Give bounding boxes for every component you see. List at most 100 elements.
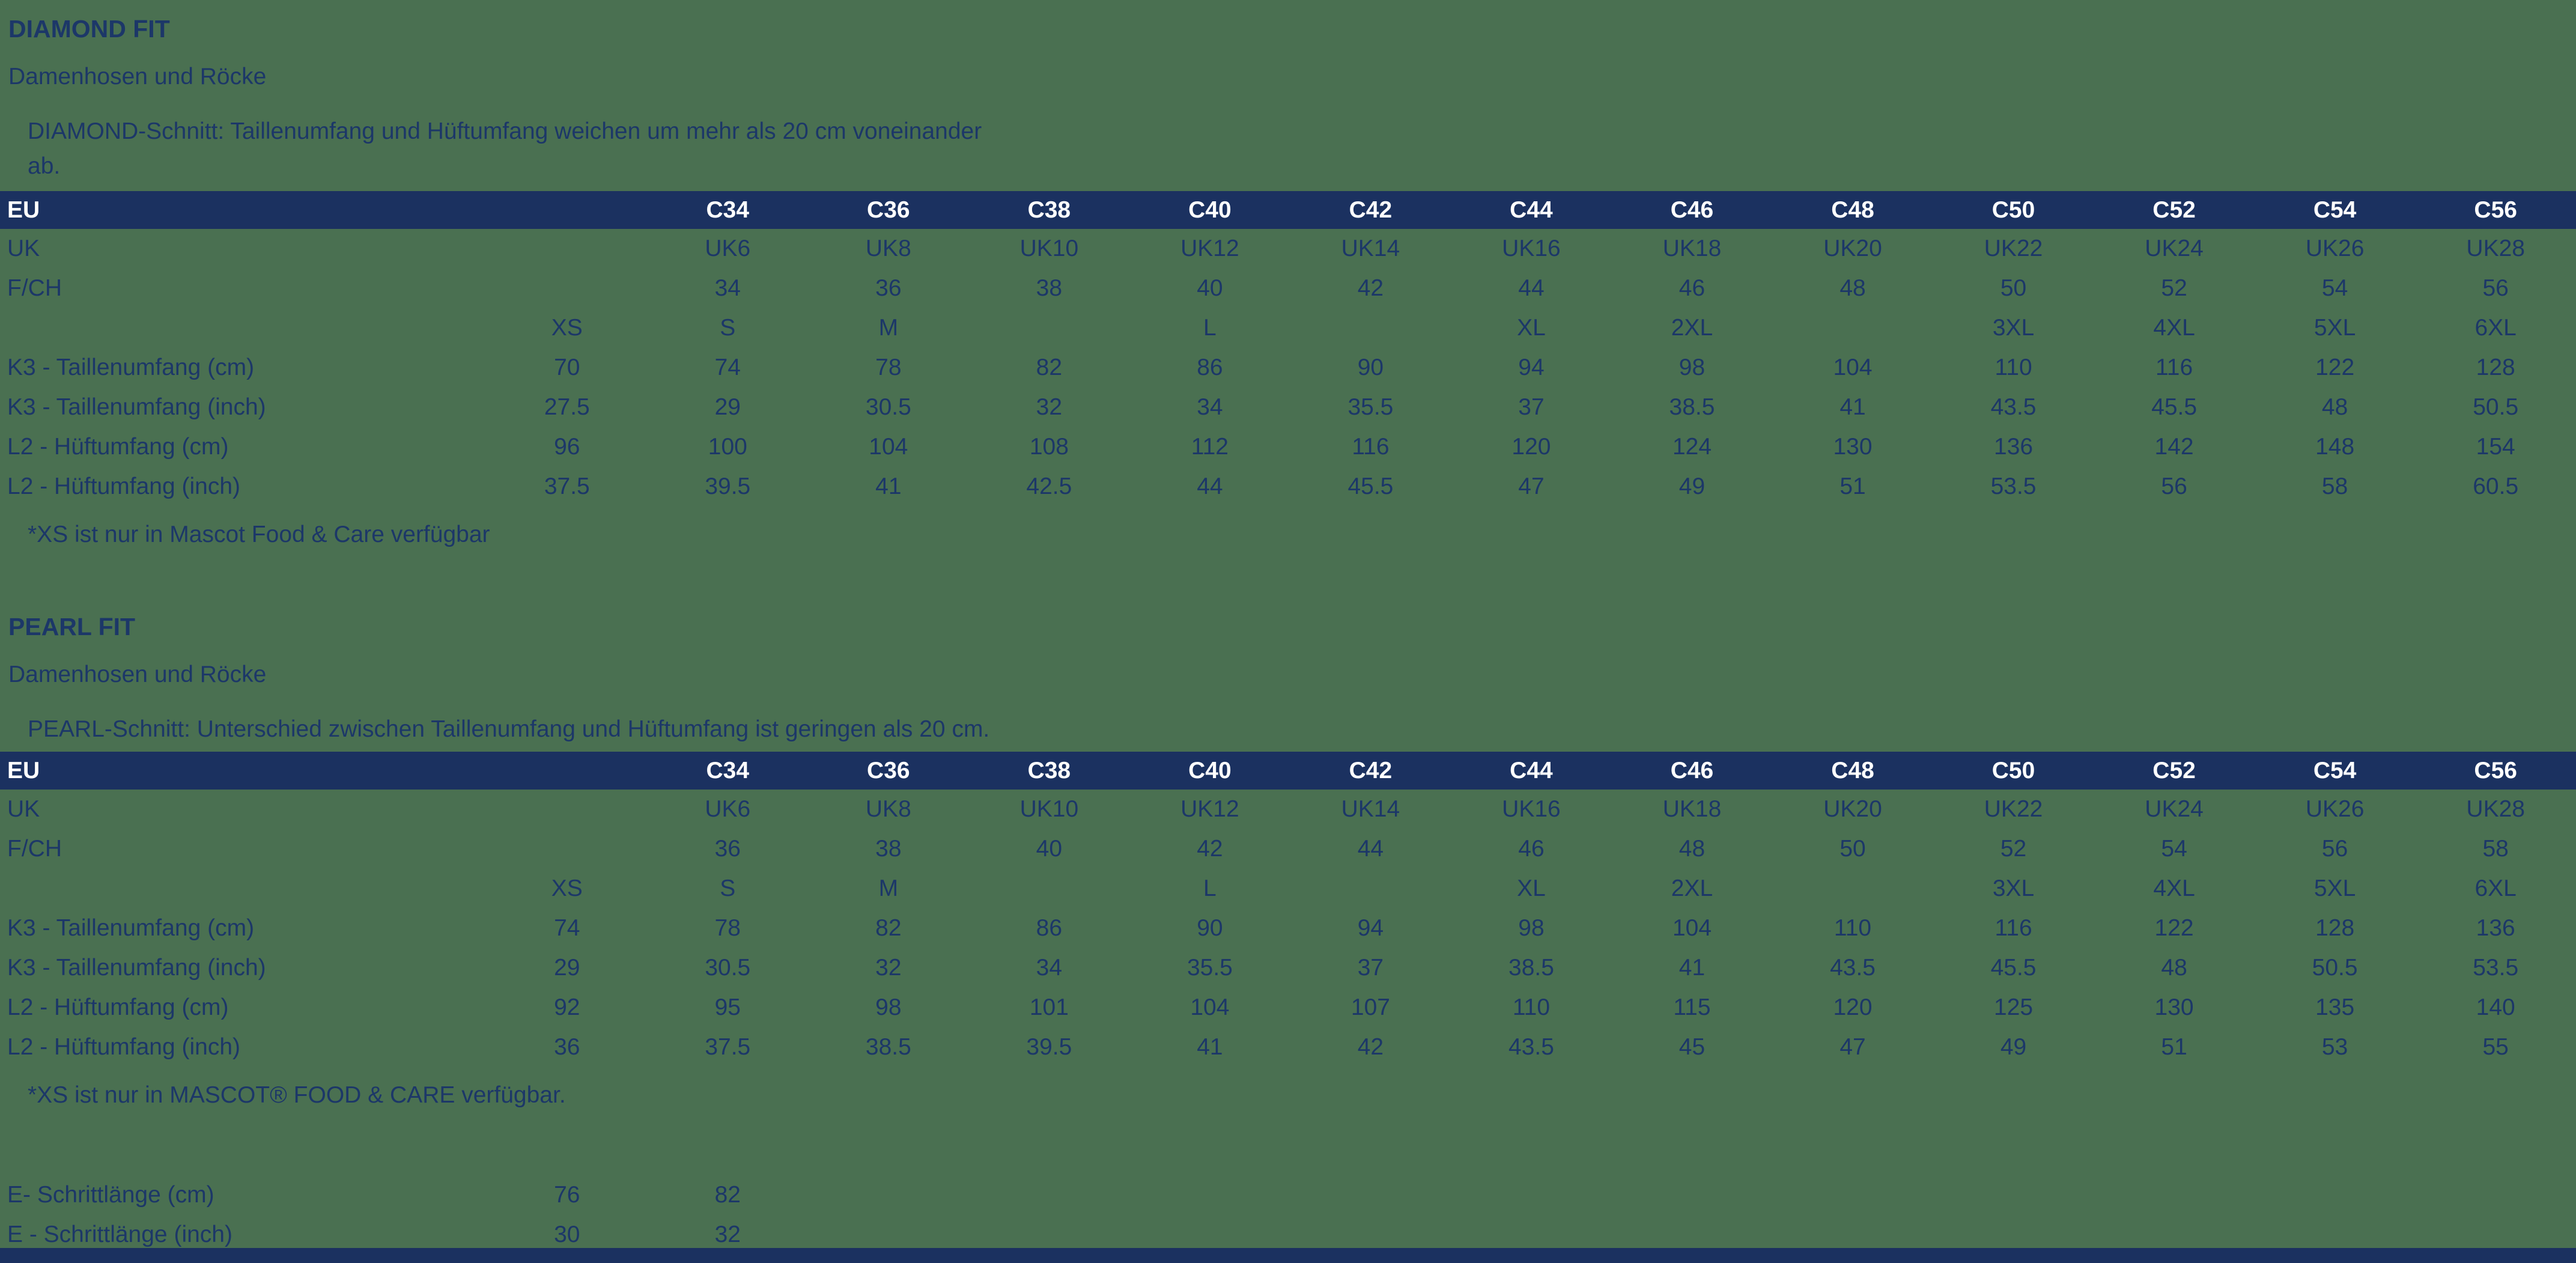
cell-value: 27.5 xyxy=(544,394,590,420)
size-column-header: C56 xyxy=(2415,191,2576,229)
cell-value: 50 xyxy=(2000,275,2027,301)
cell-value: UK20 xyxy=(1823,796,1882,822)
cell-value: 5XL xyxy=(2313,875,2356,901)
cell-value: 2XL xyxy=(1671,315,1713,341)
size-column-header: C34 xyxy=(647,191,809,229)
cell-value: 130 xyxy=(1833,434,1873,460)
table-header-row: EU C34 C36 C38 C40 C42 C44 C46 C48 C50 C52 C54 C56 xyxy=(0,752,2576,790)
cell-value: 4XL xyxy=(2153,315,2195,341)
size-column-header: C54 xyxy=(2254,752,2416,790)
cell-value: 110 xyxy=(1512,994,1551,1020)
cell-value: 34 xyxy=(714,275,741,301)
cell-value: 48 xyxy=(1678,836,1706,862)
size-column-header: C42 xyxy=(1290,191,1451,229)
inseam-table: E- Schrittlänge (cm) 76 82 E - Schrittlänge… xyxy=(0,1175,2576,1255)
cell-value: M xyxy=(878,315,899,341)
cell-value: 29 xyxy=(714,394,741,420)
cell-value: UK14 xyxy=(1341,796,1400,822)
cell-value: 35.5 xyxy=(1186,955,1233,981)
cell-value: 49 xyxy=(2000,1034,2027,1060)
table-row: E - Schrittlänge (inch) 30 32 xyxy=(0,1215,2576,1255)
cell-value xyxy=(1772,308,1933,348)
cell-value: 54 xyxy=(2161,836,2187,862)
section-diamond-fit: DIAMOND FIT Damenhosen und Röcke DIAMOND… xyxy=(0,0,2576,555)
cell-value: 128 xyxy=(2315,915,2355,941)
cell-value: 124 xyxy=(1672,434,1712,460)
cell-value: 104 xyxy=(1672,915,1712,941)
cell-value: 154 xyxy=(2476,434,2515,460)
row-label: L2 - Hüftumfang (inch) xyxy=(7,473,241,499)
cell-value xyxy=(487,790,648,829)
row-label: F/CH xyxy=(7,836,62,862)
cell-value: 37 xyxy=(1518,394,1545,420)
cell-value: 2XL xyxy=(1671,875,1713,901)
cell-value: 49 xyxy=(1678,473,1706,499)
cell-value: 51 xyxy=(1839,473,1866,499)
cell-value: 95 xyxy=(714,994,741,1020)
cell-value: 110 xyxy=(1833,915,1872,941)
cell-value xyxy=(1290,869,1451,908)
cell-value: 29 xyxy=(554,955,580,981)
cell-value: 48 xyxy=(2321,394,2348,420)
cell-value: 136 xyxy=(2476,915,2515,941)
cell-value: 41 xyxy=(1839,394,1866,420)
size-column-header: C34 xyxy=(647,752,809,790)
cell-value: 40 xyxy=(1197,275,1223,301)
cell-value: 94 xyxy=(1357,915,1384,941)
row-label: UK xyxy=(7,796,40,822)
table-row: K3 - Taillenumfang (cm) 70 74 78 82 86 90 94 98 1… xyxy=(0,348,2576,388)
cell-value: 39.5 xyxy=(1026,1034,1072,1060)
cell-value: 94 xyxy=(1518,355,1545,380)
table-row: L2 - Hüftumfang (cm) 96 100 104 108 112 116 120… xyxy=(0,427,2576,467)
cell-value: 120 xyxy=(1511,434,1551,460)
section-description-diamond: DIAMOND-Schnitt: Taillenumfang und Hüftu… xyxy=(0,114,2576,184)
size-column-header: C50 xyxy=(1933,752,2094,790)
diamond-size-table: EU C34 C36 C38 C40 C42 C44 C46 C48 C50 C52 C54 C56 UK… xyxy=(0,191,2576,507)
cell-value: 52 xyxy=(2000,836,2027,862)
cell-value: 44 xyxy=(1357,836,1384,862)
row-label: L2 - Hüftumfang (inch) xyxy=(7,1034,241,1060)
table-row: XS S M L XL 2XL 3XL 4XL 5XL 6XL xyxy=(0,308,2576,348)
row-label: UK xyxy=(7,236,40,261)
cell-value: 78 xyxy=(875,355,902,380)
cell-value: XL xyxy=(1517,875,1546,901)
size-column-header: C56 xyxy=(2415,752,2576,790)
cell-value xyxy=(2255,1175,2416,1215)
cell-value: 44 xyxy=(1518,275,1545,301)
table-row: F/CH 36 38 40 42 44 46 48 50 52 54 56 58 xyxy=(0,829,2576,869)
cell-value: 108 xyxy=(1029,434,1069,460)
cell-value: UK24 xyxy=(2145,236,2204,261)
cell-value: 56 xyxy=(2321,836,2348,862)
cell-value: 50.5 xyxy=(2312,955,2358,981)
cell-value: 35.5 xyxy=(1347,394,1394,420)
cell-value: 41 xyxy=(1197,1034,1223,1060)
cell-value xyxy=(1772,869,1933,908)
cell-value: S xyxy=(720,875,736,901)
cell-value: 107 xyxy=(1350,994,1390,1020)
cell-value: 6XL xyxy=(2474,875,2517,901)
cell-value: 82 xyxy=(1036,355,1063,380)
cell-value: 32 xyxy=(875,955,902,981)
cell-value: 38 xyxy=(875,836,902,862)
cell-value: 4XL xyxy=(2153,875,2195,901)
cell-value: 148 xyxy=(2315,434,2355,460)
cell-value: 48 xyxy=(2161,955,2187,981)
table-row: L2 - Hüftumfang (inch) 36 37.5 38.5 39.5 41 42… xyxy=(0,1027,2576,1067)
cell-value: 112 xyxy=(1191,434,1229,460)
cell-value: 60.5 xyxy=(2473,473,2519,499)
cell-value: 52 xyxy=(2161,275,2187,301)
cell-value: L xyxy=(1203,875,1217,901)
cell-value: UK28 xyxy=(2466,236,2525,261)
size-column-header: C48 xyxy=(1772,191,1933,229)
cell-value: 41 xyxy=(875,473,902,499)
size-column-header: C48 xyxy=(1772,752,1933,790)
cell-value: 82 xyxy=(875,915,902,941)
cell-value: 32 xyxy=(1036,394,1063,420)
row-label-header: EU xyxy=(0,191,487,229)
cell-value: 120 xyxy=(1833,994,1873,1020)
size-column-header: C50 xyxy=(1933,191,2094,229)
table-row: K3 - Taillenumfang (inch) 29 30.5 32 34 35.5 3… xyxy=(0,948,2576,988)
cell-value: 46 xyxy=(1678,275,1706,301)
cell-value: 45.5 xyxy=(2151,394,2198,420)
